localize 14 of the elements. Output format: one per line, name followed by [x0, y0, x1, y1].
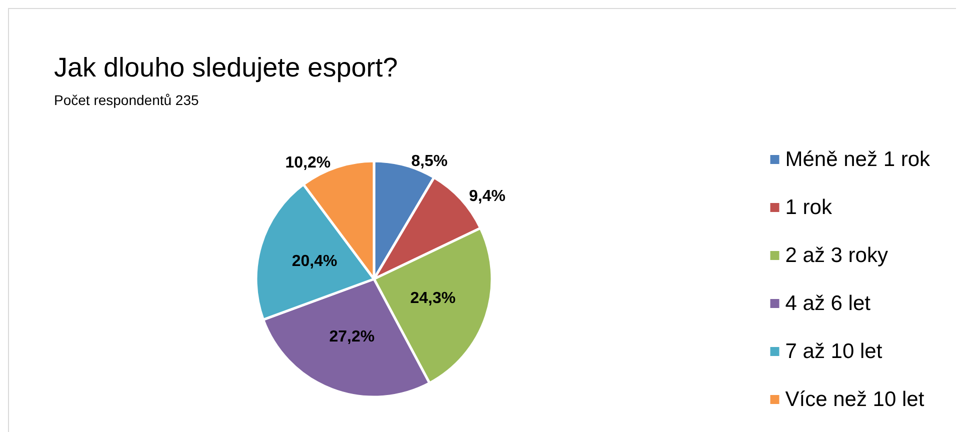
- chart-title: Jak dlouho sledujete esport?: [54, 52, 398, 82]
- text: Počet respondentů 235: [54, 92, 199, 108]
- data-label: 10,2%: [285, 154, 331, 172]
- legend-label: 7 až 10 let: [785, 340, 882, 363]
- legend-label: 2 až 3 roky: [785, 244, 888, 267]
- data-label: 20,4%: [292, 252, 338, 270]
- data-label: 9,4%: [468, 188, 506, 206]
- data-label: 24,3%: [410, 290, 456, 307]
- legend-label: 4 až 6 let: [785, 292, 871, 315]
- data-label: 8,5%: [411, 152, 448, 170]
- legend-label: Méně než 1 rok: [785, 148, 930, 171]
- data-label: 27,2%: [329, 328, 375, 346]
- legend-label: 1 rok: [785, 196, 832, 219]
- legend-label: Více než 10 let: [785, 388, 924, 411]
